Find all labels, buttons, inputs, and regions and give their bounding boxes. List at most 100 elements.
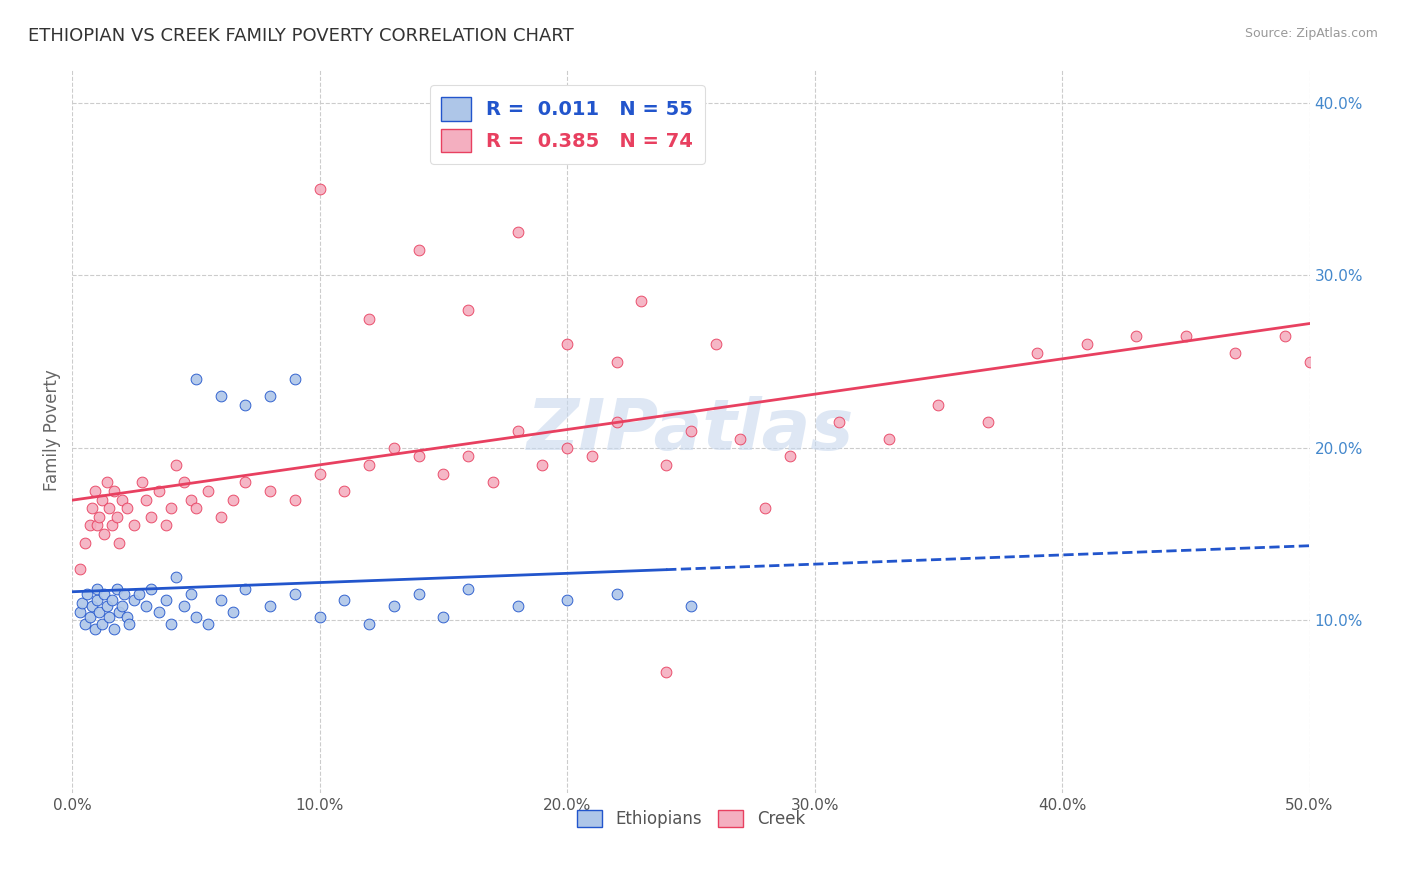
Point bbox=[655, 458, 678, 472]
Point bbox=[506, 599, 529, 614]
Point bbox=[165, 458, 187, 472]
Point bbox=[730, 432, 752, 446]
Point bbox=[128, 587, 150, 601]
Point bbox=[333, 483, 356, 498]
Point bbox=[184, 609, 207, 624]
Point bbox=[69, 561, 91, 575]
Point bbox=[209, 389, 232, 403]
Point bbox=[333, 592, 356, 607]
Point bbox=[1274, 328, 1296, 343]
Point bbox=[83, 622, 105, 636]
Point bbox=[259, 599, 281, 614]
Point bbox=[101, 518, 124, 533]
Point bbox=[235, 582, 257, 597]
Point bbox=[457, 582, 479, 597]
Point bbox=[927, 398, 949, 412]
Text: ETHIOPIAN VS CREEK FAMILY POVERTY CORRELATION CHART: ETHIOPIAN VS CREEK FAMILY POVERTY CORREL… bbox=[28, 27, 574, 45]
Point bbox=[606, 415, 628, 429]
Point bbox=[432, 609, 454, 624]
Point bbox=[408, 587, 430, 601]
Point bbox=[704, 337, 727, 351]
Text: Source: ZipAtlas.com: Source: ZipAtlas.com bbox=[1244, 27, 1378, 40]
Point bbox=[79, 518, 101, 533]
Point bbox=[555, 337, 578, 351]
Point bbox=[112, 587, 135, 601]
Point bbox=[108, 605, 131, 619]
Point bbox=[155, 518, 177, 533]
Point bbox=[98, 609, 121, 624]
Point bbox=[679, 599, 702, 614]
Point bbox=[165, 570, 187, 584]
Point bbox=[197, 483, 219, 498]
Point bbox=[531, 458, 554, 472]
Point bbox=[83, 483, 105, 498]
Point bbox=[141, 582, 163, 597]
Point bbox=[382, 599, 405, 614]
Point bbox=[506, 225, 529, 239]
Point bbox=[90, 616, 112, 631]
Point bbox=[555, 592, 578, 607]
Point bbox=[79, 609, 101, 624]
Legend: Ethiopians, Creek: Ethiopians, Creek bbox=[569, 804, 811, 835]
Point bbox=[173, 599, 195, 614]
Point bbox=[382, 441, 405, 455]
Point bbox=[173, 475, 195, 490]
Point bbox=[1225, 346, 1247, 360]
Point bbox=[131, 475, 153, 490]
Point bbox=[115, 501, 138, 516]
Point bbox=[284, 587, 307, 601]
Point bbox=[259, 389, 281, 403]
Point bbox=[259, 483, 281, 498]
Point bbox=[86, 518, 108, 533]
Point bbox=[1298, 354, 1320, 368]
Point bbox=[73, 616, 96, 631]
Point bbox=[135, 492, 157, 507]
Point bbox=[118, 616, 141, 631]
Point bbox=[408, 450, 430, 464]
Point bbox=[86, 592, 108, 607]
Point bbox=[655, 665, 678, 679]
Point bbox=[679, 424, 702, 438]
Point bbox=[359, 458, 381, 472]
Point bbox=[93, 587, 115, 601]
Point bbox=[76, 587, 98, 601]
Point bbox=[284, 492, 307, 507]
Point bbox=[160, 501, 183, 516]
Point bbox=[111, 599, 134, 614]
Point bbox=[93, 527, 115, 541]
Point bbox=[1125, 328, 1147, 343]
Point bbox=[89, 509, 111, 524]
Point bbox=[122, 518, 145, 533]
Point bbox=[977, 415, 1000, 429]
Point bbox=[98, 501, 121, 516]
Point bbox=[482, 475, 505, 490]
Point bbox=[80, 501, 103, 516]
Y-axis label: Family Poverty: Family Poverty bbox=[44, 369, 60, 491]
Point bbox=[457, 450, 479, 464]
Point bbox=[135, 599, 157, 614]
Point bbox=[359, 616, 381, 631]
Point bbox=[308, 467, 330, 481]
Point bbox=[209, 509, 232, 524]
Point bbox=[432, 467, 454, 481]
Point bbox=[148, 605, 170, 619]
Point bbox=[115, 609, 138, 624]
Point bbox=[606, 587, 628, 601]
Point bbox=[1076, 337, 1098, 351]
Point bbox=[197, 616, 219, 631]
Point bbox=[606, 354, 628, 368]
Point bbox=[555, 441, 578, 455]
Point bbox=[308, 609, 330, 624]
Point bbox=[209, 592, 232, 607]
Point bbox=[1174, 328, 1197, 343]
Point bbox=[184, 501, 207, 516]
Point bbox=[141, 509, 163, 524]
Point bbox=[160, 616, 183, 631]
Point bbox=[1026, 346, 1049, 360]
Point bbox=[103, 622, 125, 636]
Point bbox=[105, 509, 128, 524]
Point bbox=[779, 450, 801, 464]
Point bbox=[103, 483, 125, 498]
Point bbox=[155, 592, 177, 607]
Point bbox=[581, 450, 603, 464]
